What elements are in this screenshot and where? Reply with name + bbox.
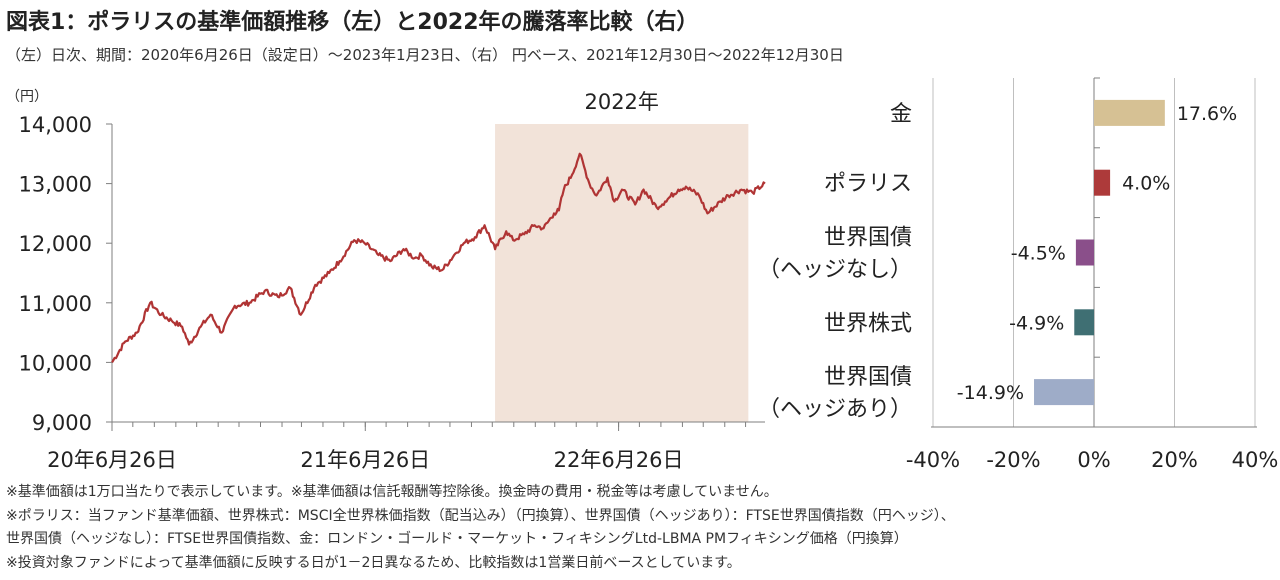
category-label: 世界国債 [824,365,912,390]
figure-title: 図表1：ポラリスの基準価額推移（左）と2022年の騰落率比較（右） [6,10,699,35]
x-tick-label: 40% [1232,448,1279,472]
return-bar-chart: -40% -20% 0% 20% 40% 17.6% 金 4.0% ポラリス -4.5% 世界国債 （… [758,77,1279,472]
bar-value-label: -4.5% [1011,243,1066,265]
bar [1094,169,1111,196]
y-tick-label: 13,000 [19,173,92,197]
y-tick-label: 14,000 [19,113,92,137]
x-tick-label: 0% [1077,448,1110,472]
category-label: ポラリス [824,172,912,197]
y-axis-unit: （円） [6,89,48,105]
highlight-label: 2022年 [584,90,658,114]
x-tick-label: 22年6月26日 [554,448,684,472]
category-label: （ヘッジなし） [758,258,912,283]
footnote-4: ※投資対象ファンドによって基準価額に反映する日が1－2日異なるため、比較指数は1… [6,554,741,571]
bar [1094,99,1165,126]
y-tick-label: 11,000 [19,292,92,316]
x-tick-label: 21年6月26日 [300,448,430,472]
footnote-1: ※基準価額は1万口当たりで表示しています。※基準価額は信託報酬等控除後。換金時の… [6,484,778,500]
y-tick-label: 9,000 [32,411,92,435]
category-label: 世界株式 [824,311,912,336]
category-label: （ヘッジあり） [758,397,912,422]
bar [1034,379,1094,406]
x-tick-label: -20% [986,448,1040,472]
bar-value-label: 17.6% [1177,103,1237,125]
nav-line-chart: 2022年 （円） 9,000 10,000 11,000 12,000 13,000 14,… [6,89,766,472]
category-label: 世界国債 [824,226,912,251]
y-tick-label: 10,000 [19,351,92,375]
x-tick-label: 20年6月26日 [47,448,177,472]
bar-value-label: -4.9% [1009,312,1064,334]
x-tick-label: -40% [906,448,960,472]
bar [1074,309,1094,336]
bar-value-label: -14.9% [957,382,1024,404]
highlight-band-2022 [495,124,749,422]
bar [1075,239,1094,266]
footnote-2: ※ポラリス：当ファンド基準価額、世界株式：MSCI全世界株価指数（配当込み）（円… [6,507,955,524]
bar-value-label: 4.0% [1122,173,1170,195]
x-tick-label: 20% [1151,448,1198,472]
nav-series-line [111,152,766,363]
category-label: 金 [890,102,912,127]
footnote-3: 世界国債（ヘッジなし）：FTSE世界国債指数、金：ロンドン・ゴールド・マーケット… [6,531,908,547]
footnotes: ※基準価額は1万口当たりで表示しています。※基準価額は信託報酬等控除後。換金時の… [6,481,955,575]
y-tick-label: 12,000 [19,232,92,256]
figure-subtitle: （左）日次、期間：2020年6月26日（設定日）～2023年1月23日、（右） … [6,46,844,64]
